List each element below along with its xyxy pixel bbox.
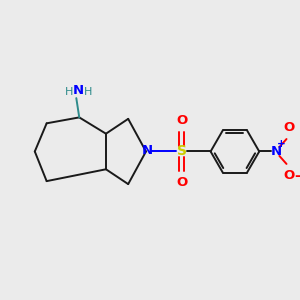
Text: H: H — [84, 87, 92, 97]
Text: N: N — [73, 84, 84, 97]
Text: S: S — [177, 145, 187, 158]
Text: O: O — [284, 169, 295, 182]
Text: -: - — [294, 169, 300, 183]
Text: N: N — [271, 145, 282, 158]
Text: O: O — [284, 121, 295, 134]
Text: H: H — [64, 87, 73, 97]
Text: N: N — [142, 144, 153, 158]
Text: O: O — [176, 114, 187, 127]
Text: +: + — [277, 140, 286, 149]
Text: O: O — [176, 176, 187, 189]
